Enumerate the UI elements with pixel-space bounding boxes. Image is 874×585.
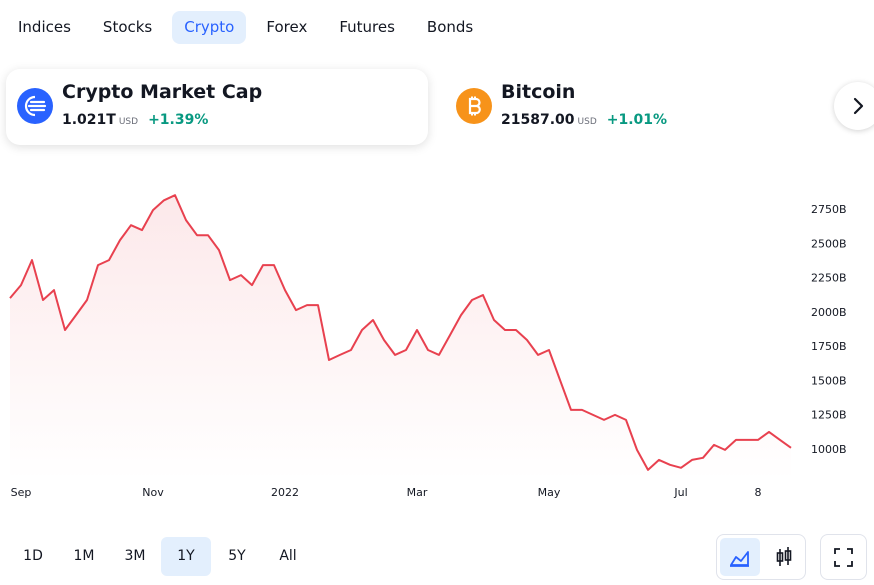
- y-tick-label: 1250B: [811, 409, 847, 422]
- chart-type-group: [716, 534, 806, 580]
- y-tick-label: 1750B: [811, 340, 847, 353]
- card-name: Bitcoin: [501, 81, 576, 103]
- card-quote: 1.021T USD +1.39%: [62, 112, 208, 128]
- area-type-button[interactable]: [720, 538, 760, 576]
- y-tick-label: 1000B: [811, 443, 847, 456]
- y-tick-label: 2750B: [811, 203, 847, 216]
- chevron-icon: [853, 97, 864, 115]
- range-button[interactable]: All: [279, 548, 297, 564]
- tab[interactable]: Futures: [339, 18, 395, 36]
- x-tick-label: 2022: [271, 486, 299, 499]
- range-button[interactable]: 1Y: [161, 537, 211, 576]
- chart-type-icons: [720, 538, 792, 576]
- bitcoin-icon: [456, 88, 492, 124]
- range-button[interactable]: 3M: [124, 548, 146, 564]
- tab[interactable]: Indices: [18, 18, 71, 36]
- bitcoin-card[interactable]: Bitcoin 21587.00 USD +1.01%: [445, 69, 825, 145]
- y-tick-label: 2500B: [811, 237, 847, 250]
- card-unit: USD: [577, 117, 597, 127]
- area: [10, 195, 791, 480]
- tab-bar: Indices Stocks Crypto Forex Futures Bonds: [6, 11, 485, 44]
- card-value: 21587.00: [501, 112, 575, 128]
- line: [9, 194, 792, 471]
- x-tick-label: Nov: [142, 486, 164, 499]
- next-button[interactable]: [834, 82, 874, 130]
- fullscreen-button[interactable]: [820, 534, 867, 580]
- card-unit: USD: [118, 117, 139, 127]
- tab[interactable]: Forex: [266, 18, 308, 36]
- market-cap-card[interactable]: Crypto Market Cap 1.021T USD +1.39%: [6, 69, 428, 145]
- x-tick-label: Sep: [11, 486, 32, 499]
- card-quote: 21587.00 USD +1.01%: [501, 112, 667, 128]
- x-tick-label: Jul: [673, 486, 687, 499]
- candle-type-button[interactable]: [776, 547, 792, 566]
- range-button[interactable]: 5Y: [228, 548, 246, 564]
- y-tick-label: 1500B: [811, 374, 847, 387]
- range-bar: 1D 1M 3M 1Y 5Y All: [8, 537, 314, 576]
- card-name: Crypto Market Cap: [62, 81, 263, 103]
- tab[interactable]: Crypto: [172, 11, 247, 44]
- card-change: +1.39%: [148, 112, 209, 128]
- y-tick-label: 2250B: [811, 272, 847, 285]
- x-tick-label: 8: [755, 486, 762, 499]
- range-button[interactable]: 1D: [23, 548, 43, 564]
- market-cap-icon: [17, 88, 53, 124]
- card-change: +1.01%: [606, 112, 668, 128]
- chart: 1000B 1250B 1500B 1750B 2000B 2250B 2500B 2750B…: [9, 194, 847, 499]
- card-value: 1.021T: [62, 112, 116, 128]
- tab[interactable]: Bonds: [426, 18, 474, 36]
- tab[interactable]: Stocks: [102, 18, 153, 36]
- fullscreen-icon: [834, 548, 853, 567]
- range-button[interactable]: 1M: [73, 548, 95, 564]
- x-tick-label: Mar: [407, 486, 428, 499]
- y-tick-label: 2000B: [811, 306, 847, 319]
- x-tick-label: May: [538, 486, 561, 499]
